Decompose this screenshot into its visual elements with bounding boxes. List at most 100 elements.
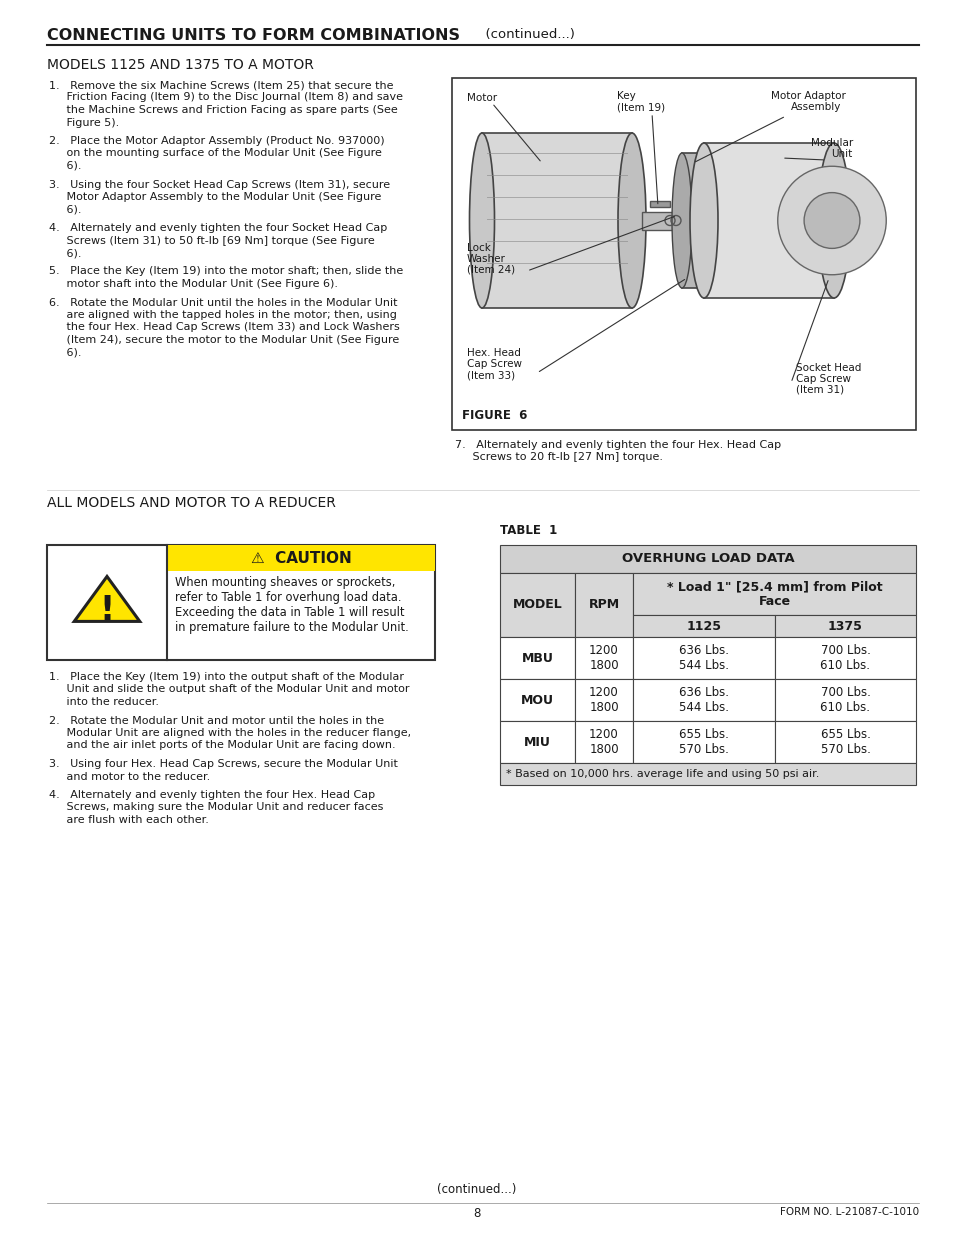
Text: 655 Lbs.
570 Lbs.: 655 Lbs. 570 Lbs.	[820, 727, 869, 756]
Text: (Item 33): (Item 33)	[467, 370, 515, 380]
Circle shape	[826, 177, 835, 184]
Text: Motor: Motor	[467, 93, 497, 103]
Bar	[774, 679, 915, 721]
Text: When mounting sheaves or sprockets,
refer to Table 1 for overhung load data.
Exc: When mounting sheaves or sprockets, refe…	[174, 576, 408, 634]
Text: TABLE  1: TABLE 1	[499, 524, 557, 537]
Text: Assembly: Assembly	[790, 103, 841, 112]
Text: Modular Unit are aligned with the holes in the reducer flange,: Modular Unit are aligned with the holes …	[49, 727, 411, 739]
Text: 8: 8	[473, 1207, 480, 1220]
Text: the four Hex. Head Cap Screws (Item 33) and Lock Washers: the four Hex. Head Cap Screws (Item 33) …	[49, 322, 399, 332]
Text: (continued...): (continued...)	[476, 28, 575, 41]
Circle shape	[834, 216, 842, 225]
Text: 5.   Place the Key (Item 19) into the motor shaft; then, slide the: 5. Place the Key (Item 19) into the moto…	[49, 267, 403, 277]
Bar	[499, 637, 575, 679]
Text: 700 Lbs.
610 Lbs.: 700 Lbs. 610 Lbs.	[820, 643, 869, 672]
Bar	[633, 615, 774, 637]
Text: FIGURE  6: FIGURE 6	[461, 409, 527, 422]
Text: MIU: MIU	[523, 736, 551, 748]
Text: CONNECTING UNITS TO FORM COMBINATIONS: CONNECTING UNITS TO FORM COMBINATIONS	[47, 28, 459, 43]
Bar	[575, 721, 633, 763]
Text: the Machine Screws and Friction Facing as spare parts (See: the Machine Screws and Friction Facing a…	[49, 105, 397, 115]
Bar	[633, 721, 774, 763]
Text: !: !	[99, 594, 114, 627]
Text: Hex. Head: Hex. Head	[467, 348, 520, 358]
Text: (Item 24), secure the motor to the Modular Unit (See Figure: (Item 24), secure the motor to the Modul…	[49, 335, 399, 345]
Text: (Item 31): (Item 31)	[795, 385, 843, 395]
Bar	[774, 637, 915, 679]
Bar	[452, 78, 915, 430]
Text: Motor Adaptor: Motor Adaptor	[770, 91, 845, 101]
Text: on the mounting surface of the Modular Unit (See Figure: on the mounting surface of the Modular U…	[49, 148, 381, 158]
Text: OVERHUNG LOAD DATA: OVERHUNG LOAD DATA	[621, 552, 794, 566]
Text: Washer: Washer	[467, 254, 505, 264]
Text: 1200
1800: 1200 1800	[589, 643, 618, 672]
Circle shape	[777, 167, 885, 274]
Text: are aligned with the tapped holes in the motor; then, using: are aligned with the tapped holes in the…	[49, 310, 396, 320]
Text: Cap Screw: Cap Screw	[467, 359, 521, 369]
Text: 6).: 6).	[49, 205, 81, 215]
Text: 3.   Using the four Socket Head Cap Screws (Item 31), secure: 3. Using the four Socket Head Cap Screws…	[49, 179, 390, 189]
Bar	[641, 211, 686, 230]
Text: Unit and slide the output shaft of the Modular Unit and motor: Unit and slide the output shaft of the M…	[49, 684, 409, 694]
Text: MODELS 1125 AND 1375 TO A MOTOR: MODELS 1125 AND 1375 TO A MOTOR	[47, 58, 314, 72]
Text: RPM: RPM	[588, 599, 618, 611]
Bar	[774, 615, 915, 637]
Ellipse shape	[671, 153, 691, 288]
Ellipse shape	[469, 133, 494, 308]
Text: 1200
1800: 1200 1800	[589, 685, 618, 714]
Text: Friction Facing (Item 9) to the Disc Journal (Item 8) and save: Friction Facing (Item 9) to the Disc Jou…	[49, 93, 402, 103]
Bar	[633, 637, 774, 679]
Text: Motor Adaptor Assembly to the Modular Unit (See Figure: Motor Adaptor Assembly to the Modular Un…	[49, 191, 381, 203]
Text: are flush with each other.: are flush with each other.	[49, 815, 209, 825]
Text: 636 Lbs.
544 Lbs.: 636 Lbs. 544 Lbs.	[679, 643, 728, 672]
Text: and motor to the reducer.: and motor to the reducer.	[49, 772, 210, 782]
Text: 3.   Using four Hex. Head Cap Screws, secure the Modular Unit: 3. Using four Hex. Head Cap Screws, secu…	[49, 760, 397, 769]
Text: 2.   Rotate the Modular Unit and motor until the holes in the: 2. Rotate the Modular Unit and motor unt…	[49, 715, 384, 725]
Text: Screws, making sure the Modular Unit and reducer faces: Screws, making sure the Modular Unit and…	[49, 803, 383, 813]
Text: 6).: 6).	[49, 161, 81, 170]
Bar	[681, 153, 703, 288]
Text: Unit: Unit	[830, 149, 851, 159]
Bar	[47, 545, 435, 659]
Bar	[499, 763, 915, 785]
Bar	[649, 200, 669, 206]
Text: motor shaft into the Modular Unit (See Figure 6).: motor shaft into the Modular Unit (See F…	[49, 279, 337, 289]
Text: Modular: Modular	[810, 138, 852, 148]
Text: 1125: 1125	[686, 620, 720, 632]
Text: Key: Key	[617, 91, 635, 101]
Bar	[481, 133, 631, 308]
Bar	[167, 545, 435, 571]
Bar	[703, 143, 833, 298]
Text: 6).: 6).	[49, 347, 81, 357]
Text: 700 Lbs.
610 Lbs.: 700 Lbs. 610 Lbs.	[820, 685, 869, 714]
Text: 636 Lbs.
544 Lbs.: 636 Lbs. 544 Lbs.	[679, 685, 728, 714]
Bar	[575, 573, 633, 637]
Text: FORM NO. L-21087-C-1010: FORM NO. L-21087-C-1010	[779, 1207, 918, 1216]
Text: ⚠  CAUTION: ⚠ CAUTION	[251, 551, 351, 566]
Bar	[499, 721, 575, 763]
Bar	[774, 721, 915, 763]
Text: 1375: 1375	[827, 620, 862, 632]
Bar	[633, 679, 774, 721]
Bar	[633, 573, 915, 615]
Circle shape	[832, 177, 840, 184]
Bar	[575, 679, 633, 721]
Text: 4.   Alternately and evenly tighten the four Socket Head Cap: 4. Alternately and evenly tighten the fo…	[49, 224, 387, 233]
Bar	[499, 679, 575, 721]
Text: MBU: MBU	[521, 652, 553, 664]
Text: Socket Head: Socket Head	[795, 363, 861, 373]
Ellipse shape	[689, 143, 718, 298]
Text: 2.   Place the Motor Adaptor Assembly (Product No. 937000): 2. Place the Motor Adaptor Assembly (Pro…	[49, 136, 384, 146]
Text: 7.   Alternately and evenly tighten the four Hex. Head Cap
     Screws to 20 ft-: 7. Alternately and evenly tighten the fo…	[455, 440, 781, 462]
Text: MODEL: MODEL	[512, 599, 561, 611]
Text: 1200
1800: 1200 1800	[589, 727, 618, 756]
Text: 6.   Rotate the Modular Unit until the holes in the Modular Unit: 6. Rotate the Modular Unit until the hol…	[49, 298, 397, 308]
Bar	[499, 573, 575, 637]
Text: (continued...): (continued...)	[436, 1183, 517, 1195]
Text: and the air inlet ports of the Modular Unit are facing down.: and the air inlet ports of the Modular U…	[49, 741, 395, 751]
Text: 655 Lbs.
570 Lbs.: 655 Lbs. 570 Lbs.	[679, 727, 728, 756]
Circle shape	[824, 216, 832, 225]
Circle shape	[803, 193, 859, 248]
Bar	[575, 637, 633, 679]
Text: Screws (Item 31) to 50 ft-lb [69 Nm] torque (See Figure: Screws (Item 31) to 50 ft-lb [69 Nm] tor…	[49, 236, 375, 246]
